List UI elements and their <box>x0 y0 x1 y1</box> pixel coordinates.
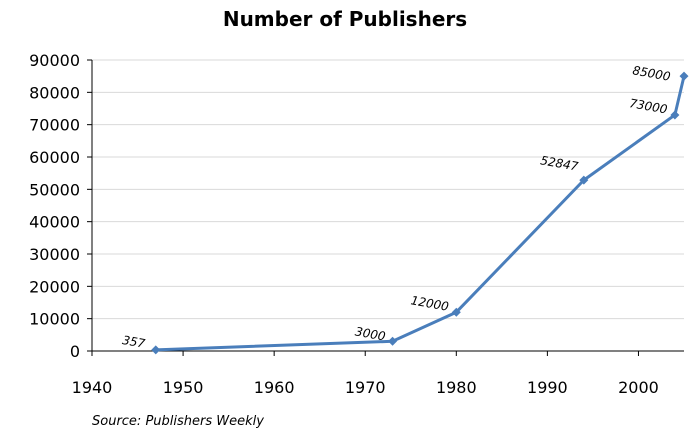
y-tick-label: 80000 <box>29 83 80 102</box>
data-point-marker <box>679 71 689 81</box>
y-tick-label: 10000 <box>29 310 80 329</box>
data-label: 85000 <box>631 63 671 83</box>
y-tick-label: 70000 <box>29 116 80 135</box>
data-label: 357 <box>121 333 146 351</box>
x-tick-label: 1980 <box>436 378 477 397</box>
y-tick-label: 90000 <box>29 51 80 70</box>
y-axis-ticks: 0 10000 20000 30000 40000 50000 60000 70000 8000… <box>29 51 80 361</box>
y-tick-label: 20000 <box>29 277 80 296</box>
x-tick-label: 2000 <box>618 378 659 397</box>
data-point-marker <box>151 345 161 355</box>
series-publishers <box>151 71 689 355</box>
data-point-marker <box>451 307 461 317</box>
x-tick-label: 1940 <box>72 378 113 397</box>
chart-title: Number of Publishers <box>223 7 467 31</box>
data-label: 3000 <box>354 324 387 343</box>
data-point-marker <box>670 110 680 120</box>
data-label: 12000 <box>410 293 450 313</box>
source-note: Source: Publishers Weekly <box>92 414 264 429</box>
y-tick-label: 0 <box>70 342 80 361</box>
data-point-marker <box>388 336 398 346</box>
y-tick-label: 30000 <box>29 245 80 264</box>
y-tick-label: 40000 <box>29 213 80 232</box>
series-line <box>155 75 686 352</box>
data-labels: 357 3000 12000 52847 73000 85000 <box>121 63 672 351</box>
axes <box>87 59 684 356</box>
data-point-marker <box>579 175 589 185</box>
y-tick-label: 50000 <box>29 180 80 199</box>
data-label: 52847 <box>539 153 579 173</box>
data-label: 73000 <box>628 96 668 116</box>
x-tick-label: 1960 <box>254 378 295 397</box>
x-axis-ticks: 1940 1950 1960 1970 1980 1990 2000 <box>72 378 659 397</box>
x-tick-label: 1990 <box>527 378 568 397</box>
x-tick-label: 1950 <box>163 378 204 397</box>
y-tick-label: 60000 <box>29 148 80 167</box>
gridlines <box>92 59 684 320</box>
x-tick-label: 1970 <box>345 378 386 397</box>
